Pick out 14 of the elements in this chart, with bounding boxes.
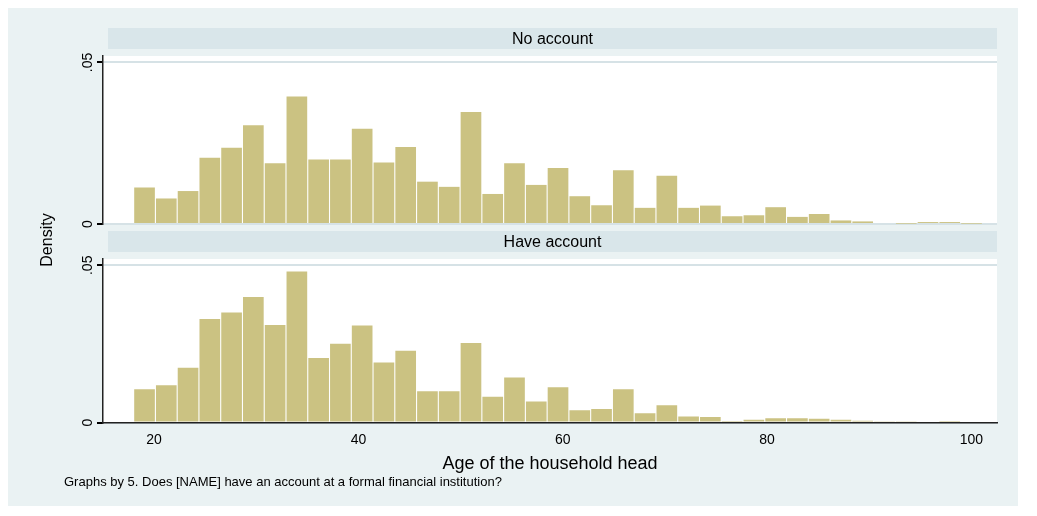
x-tick-label: 100 (959, 430, 984, 447)
y-tick-label: 0 (78, 418, 95, 427)
y-tick-label: 0 (78, 219, 95, 228)
y-tick-label: .05 (78, 52, 95, 73)
x-axis-title: Age of the household head (442, 453, 658, 474)
x-tick-label: 80 (759, 430, 776, 447)
y-tick-label: .05 (78, 255, 95, 276)
y-axis-title: Density (38, 212, 56, 269)
x-tick-label: 60 (554, 430, 571, 447)
text: Graphs by 5. Does [NAME] have an account at a formal financial institution? (64, 474, 502, 489)
chart-title: No account (108, 28, 997, 49)
x-tick-label: 40 (350, 430, 367, 447)
x-tick-label: 20 (146, 430, 163, 447)
chart-title: Have account (108, 231, 997, 252)
